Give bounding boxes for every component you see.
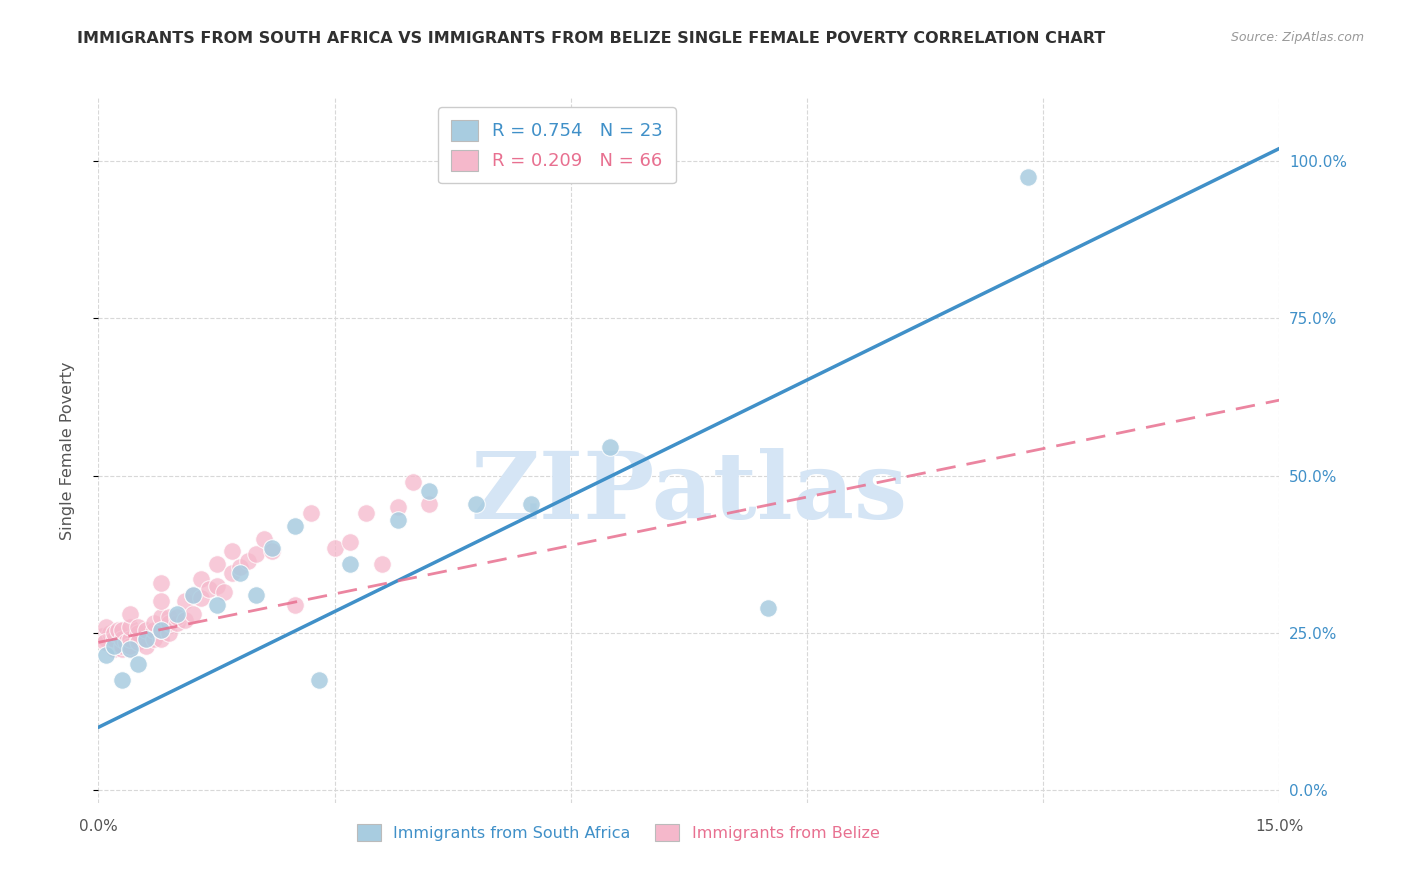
Point [118, 632, 141, 647]
Point [103, 632, 125, 647]
Point [142, 632, 165, 647]
Point [127, 619, 149, 633]
Point [190, 573, 212, 587]
Point [150, 594, 173, 608]
Point [118, 607, 141, 621]
Point [181, 588, 204, 602]
Point [387, 500, 409, 514]
Point [174, 594, 197, 608]
Point [323, 541, 346, 555]
Point [157, 626, 180, 640]
Text: ZIPatlas: ZIPatlas [471, 448, 907, 538]
Point [221, 566, 243, 581]
Point [118, 641, 141, 656]
Point [756, 600, 779, 615]
Point [96, 619, 118, 633]
Point [93, 635, 115, 649]
Point [115, 635, 138, 649]
Point [111, 623, 134, 637]
Point [181, 607, 204, 621]
Point [181, 588, 204, 602]
Point [339, 534, 361, 549]
Point [299, 507, 322, 521]
Point [214, 585, 236, 599]
Point [284, 519, 307, 533]
Point [96, 648, 118, 662]
Point [520, 497, 543, 511]
Point [1017, 169, 1039, 184]
Point [245, 588, 267, 602]
Point [166, 607, 188, 621]
Point [118, 641, 141, 656]
Point [135, 632, 157, 647]
Legend: Immigrants from South Africa, Immigrants from Belize: Immigrants from South Africa, Immigrants… [350, 817, 886, 847]
Point [260, 541, 283, 555]
Point [96, 632, 118, 647]
Point [150, 610, 173, 624]
Point [142, 616, 165, 631]
Point [205, 557, 228, 571]
Text: IMMIGRANTS FROM SOUTH AFRICA VS IMMIGRANTS FROM BELIZE SINGLE FEMALE POVERTY COR: IMMIGRANTS FROM SOUTH AFRICA VS IMMIGRAN… [77, 31, 1105, 46]
Point [103, 641, 125, 656]
Point [135, 639, 157, 653]
Point [339, 557, 361, 571]
Point [402, 475, 425, 489]
Point [221, 544, 243, 558]
Y-axis label: Single Female Poverty: Single Female Poverty [60, 361, 75, 540]
Point [91, 629, 114, 643]
Point [418, 484, 440, 499]
Point [284, 598, 307, 612]
Text: Source: ZipAtlas.com: Source: ZipAtlas.com [1230, 31, 1364, 45]
Point [111, 639, 134, 653]
Point [260, 544, 283, 558]
Point [142, 623, 165, 637]
Point [599, 440, 621, 454]
Point [98, 626, 121, 640]
Point [150, 623, 173, 637]
Point [308, 673, 330, 687]
Point [236, 553, 259, 567]
Point [354, 507, 377, 521]
Point [166, 616, 188, 631]
Point [157, 616, 180, 631]
Point [229, 559, 252, 574]
Point [111, 673, 134, 687]
Point [205, 598, 228, 612]
Point [150, 632, 173, 647]
Point [205, 579, 228, 593]
Point [107, 623, 129, 637]
Point [157, 610, 180, 624]
Point [103, 626, 125, 640]
Point [418, 497, 440, 511]
Point [253, 532, 276, 546]
Point [118, 619, 141, 633]
Point [150, 623, 173, 637]
Point [465, 497, 488, 511]
Point [127, 626, 149, 640]
Point [135, 632, 157, 647]
Point [118, 639, 141, 653]
Point [245, 547, 267, 561]
Point [103, 639, 125, 653]
Point [103, 639, 125, 653]
Point [111, 632, 134, 647]
Point [166, 610, 188, 624]
Point [174, 613, 197, 627]
Point [190, 591, 212, 606]
Point [371, 557, 394, 571]
Point [127, 635, 149, 649]
Point [387, 513, 409, 527]
Point [127, 657, 149, 672]
Point [135, 623, 157, 637]
Point [197, 582, 219, 596]
Point [127, 632, 149, 647]
Point [150, 575, 173, 590]
Point [229, 566, 252, 581]
Point [111, 641, 134, 656]
